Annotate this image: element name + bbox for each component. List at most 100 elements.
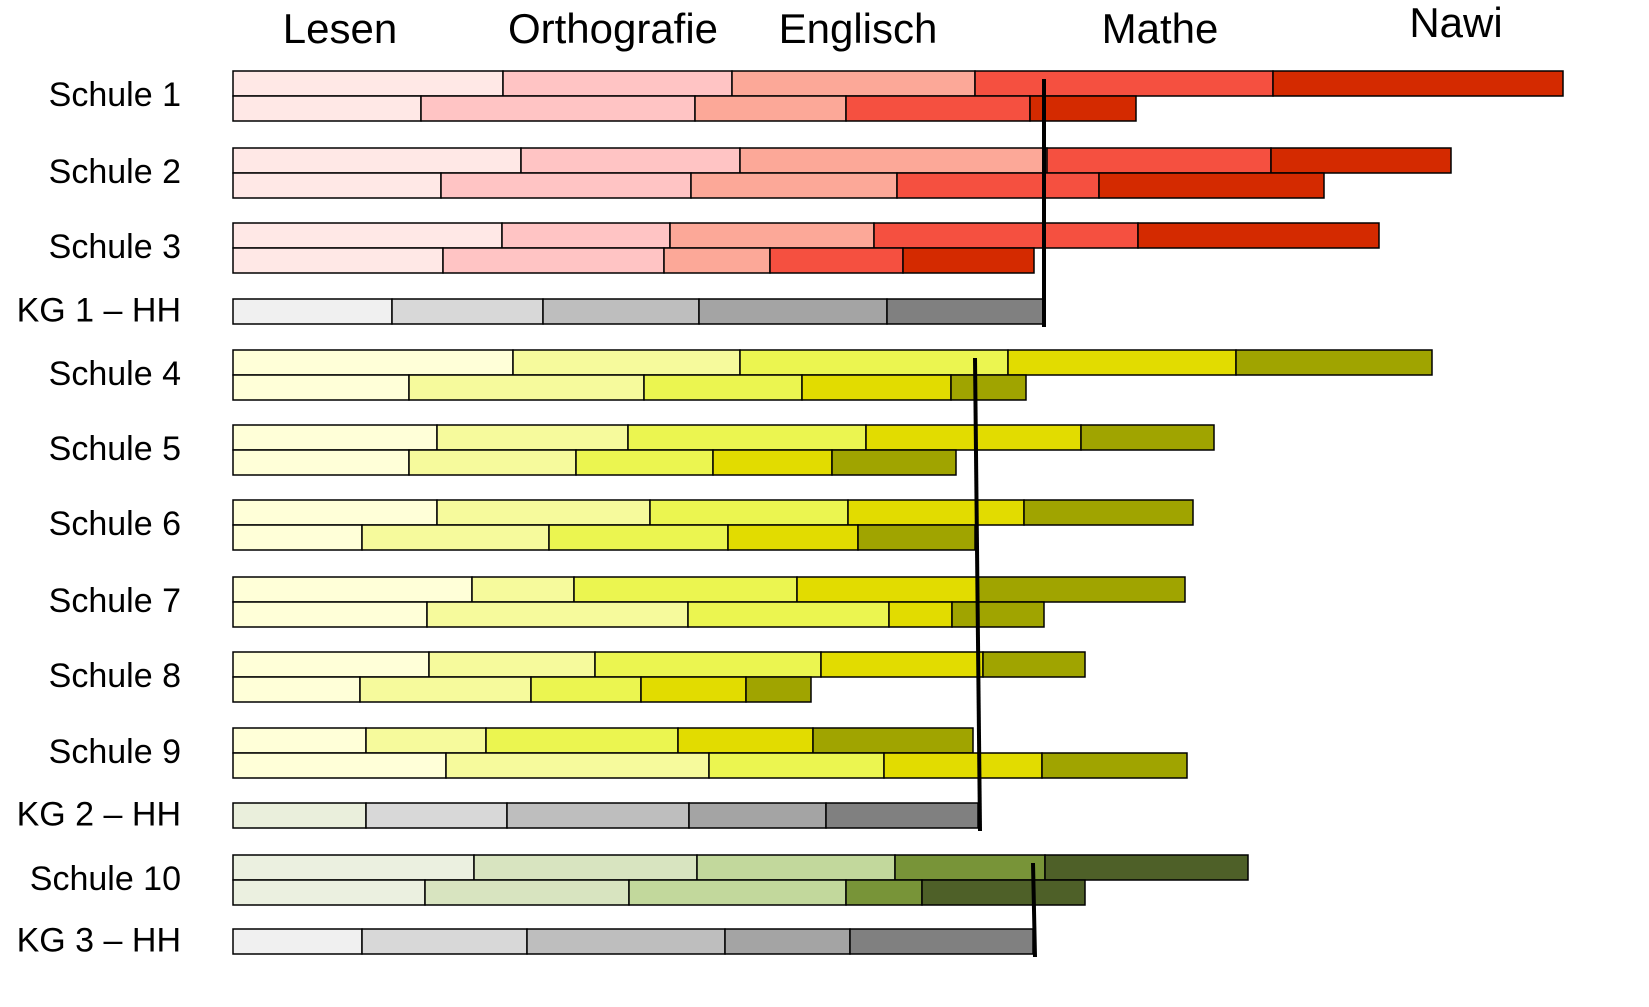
- bar-segment: [501, 222, 671, 249]
- bar-segment: [896, 172, 1100, 199]
- bar-segment: [485, 727, 679, 754]
- bar-segment: [442, 247, 665, 274]
- column-header: Orthografie: [508, 5, 718, 52]
- bar-segment: [688, 802, 827, 829]
- bar-segment: [232, 172, 442, 199]
- bar-segment: [640, 676, 747, 703]
- bar-segment: [420, 95, 696, 122]
- bar-segment: [708, 752, 885, 779]
- bar-segment: [232, 676, 361, 703]
- bar-segment: [408, 374, 645, 401]
- bar-segment: [677, 727, 814, 754]
- bar-segment: [232, 298, 393, 325]
- reference-line: [973, 357, 982, 832]
- column-header: Lesen: [283, 5, 397, 52]
- row-label: Schule 6: [49, 505, 181, 543]
- bar-segment: [428, 651, 596, 678]
- bar-segment: [408, 449, 577, 476]
- bar-segment: [512, 349, 741, 376]
- bar-segment: [845, 95, 1031, 122]
- bar-segment: [520, 147, 741, 174]
- bar-segment: [391, 298, 544, 325]
- bar-segment: [232, 70, 504, 97]
- column-header: Englisch: [779, 5, 938, 52]
- bar-segment: [951, 601, 1045, 628]
- bar-segment: [575, 449, 714, 476]
- bar-segment: [669, 222, 875, 249]
- bar-segment: [977, 576, 1186, 603]
- bar-segment: [361, 524, 550, 551]
- row-label: KG 1 – HH: [17, 291, 181, 329]
- bar-segment: [471, 576, 575, 603]
- bar-segment: [502, 70, 733, 97]
- bar-segment: [796, 576, 979, 603]
- row-label: Schule 3: [49, 228, 181, 266]
- bar-segment: [825, 802, 979, 829]
- row-label: Schule 10: [30, 860, 181, 898]
- bar-segment: [687, 601, 890, 628]
- bar-segment: [361, 928, 528, 955]
- row-label: Schule 8: [49, 657, 181, 695]
- bar-segment: [865, 424, 1082, 451]
- bar-segment: [436, 424, 629, 451]
- bar-segment: [359, 676, 532, 703]
- bar-segment: [731, 70, 976, 97]
- bar-segment: [232, 374, 410, 401]
- bar-segment: [649, 499, 849, 526]
- bar-segment: [727, 524, 859, 551]
- bar-segment: [769, 247, 904, 274]
- bar-segment: [1044, 854, 1249, 881]
- bar-segment: [894, 854, 1046, 881]
- bar-segment: [232, 424, 438, 451]
- bar-segment: [849, 928, 1034, 955]
- bar-segment: [739, 147, 1048, 174]
- bar-segment: [801, 374, 952, 401]
- bar-segment: [1029, 95, 1137, 122]
- bar-segment: [724, 928, 851, 955]
- bar-segment: [902, 247, 1035, 274]
- bar-segment: [845, 879, 923, 906]
- bar-segment: [232, 449, 410, 476]
- bar-segment: [436, 499, 651, 526]
- bar-segment: [690, 172, 898, 199]
- bar-segment: [1041, 752, 1188, 779]
- bar-segment: [232, 802, 367, 829]
- column-header: Mathe: [1102, 5, 1219, 52]
- bar-segment: [473, 854, 698, 881]
- bar-segment: [426, 601, 689, 628]
- bar-segment: [857, 524, 976, 551]
- bar-segment: [1270, 147, 1452, 174]
- bar-segment: [921, 879, 1086, 906]
- bar-segment: [812, 727, 974, 754]
- bar-segment: [365, 727, 487, 754]
- row-label: Schule 5: [49, 430, 181, 468]
- bar-segment: [663, 247, 771, 274]
- row-label: Schule 4: [49, 355, 181, 393]
- bar-segment: [232, 651, 430, 678]
- bar-segment: [745, 676, 812, 703]
- bar-segment: [1137, 222, 1380, 249]
- bar-segment: [974, 70, 1274, 97]
- bar-segment: [643, 374, 803, 401]
- bar-segment: [445, 752, 710, 779]
- bar-segment: [232, 601, 428, 628]
- bar-segment: [232, 752, 447, 779]
- reference-line: [1031, 862, 1037, 958]
- bar-segment: [1007, 349, 1237, 376]
- row-label: KG 3 – HH: [17, 921, 181, 959]
- bar-segment: [888, 601, 953, 628]
- row-label: Schule 2: [49, 153, 181, 191]
- bar-segment: [739, 349, 1009, 376]
- bar-segment: [232, 524, 363, 551]
- bar-segment: [1080, 424, 1215, 451]
- bar-segment: [698, 298, 888, 325]
- bar-segment: [1098, 172, 1325, 199]
- bar-segment: [873, 222, 1139, 249]
- row-label: Schule 7: [49, 582, 181, 620]
- bar-segment: [232, 95, 422, 122]
- row-label: KG 2 – HH: [17, 795, 181, 833]
- bar-segment: [232, 854, 475, 881]
- bar-segment: [831, 449, 957, 476]
- bar-segment: [627, 424, 867, 451]
